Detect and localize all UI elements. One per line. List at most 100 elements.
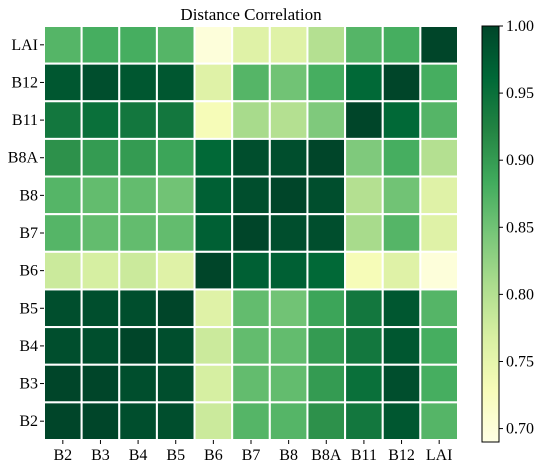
- heatmap-cell-B4-B4: [118, 326, 158, 366]
- heatmap-cell-B12-B8A: [306, 62, 347, 103]
- y-tick-label: B3: [19, 376, 38, 393]
- heatmap-cell-LAI-B6: [193, 25, 234, 65]
- y-tick-label: B8A: [8, 150, 39, 167]
- heatmap-cell-B12-B7: [231, 62, 271, 103]
- y-tick-label: B11: [12, 112, 38, 129]
- heatmap-cell-B4-B6: [193, 326, 234, 366]
- heatmap-cell-B8A-LAI: [419, 137, 460, 178]
- heatmap-cell-LAI-B2: [43, 25, 83, 65]
- heatmap-cell-B6-B4: [118, 250, 158, 291]
- heatmap-cell-B8-B2: [43, 175, 83, 216]
- colorbar: 0.70 0.75 0.80 0.85 0.90 0.95 1.00: [481, 18, 534, 443]
- heatmap-cell-B4-B7: [231, 326, 271, 366]
- x-tick-label: B4: [129, 447, 148, 464]
- colorbar-tick-label: 0.80: [506, 286, 534, 303]
- y-tick-label: B2: [19, 413, 38, 430]
- heatmap-cell-LAI-B3: [80, 25, 121, 65]
- x-tick-label: LAI: [426, 447, 453, 464]
- heatmap-cell-B5-B8: [268, 288, 309, 329]
- heatmap-cell-B2-B12: [381, 401, 422, 442]
- heatmap-cell-B5-B6: [193, 288, 234, 329]
- y-axis-ticks: LAI B12 B11 B8A B8 B7 B6 B5 B4 B3 B2: [8, 37, 44, 430]
- heatmap-cell-B11-B8A: [306, 100, 347, 140]
- heatmap-cell-B7-B6: [193, 213, 234, 253]
- heatmap-cell-B5-B2: [43, 288, 83, 329]
- heatmap-cell-B6-B5: [155, 250, 196, 291]
- heatmap-cell-B2-B3: [80, 401, 121, 442]
- heatmap-cell-B8A-B8A: [306, 137, 347, 178]
- heatmap-cells: [43, 25, 460, 442]
- heatmap-cell-B7-B5: [155, 213, 196, 253]
- heatmap-cell-B3-B6: [193, 363, 234, 404]
- heatmap-cell-B6-B8A: [306, 250, 347, 291]
- heatmap-cell-B8A-B12: [381, 137, 422, 178]
- heatmap-cell-B8-B8: [268, 175, 309, 216]
- heatmap-cell-B8-LAI: [419, 175, 460, 216]
- y-tick-label: B7: [19, 225, 38, 242]
- colorbar-gradient: [481, 25, 500, 443]
- heatmap-cell-B4-B3: [80, 326, 121, 366]
- heatmap-cell-B6-B2: [43, 250, 83, 291]
- heatmap-cell-B4-B8A: [306, 326, 347, 366]
- heatmap-cell-B2-B7: [231, 401, 271, 442]
- colorbar-tick-label: 0.85: [506, 219, 534, 236]
- heatmap-cell-LAI-B7: [231, 25, 271, 65]
- colorbar-tick-label: 0.90: [506, 152, 534, 169]
- heatmap-cell-B11-B7: [231, 100, 271, 140]
- x-tick-label: B8: [279, 447, 298, 464]
- heatmap-cell-B8-B5: [155, 175, 196, 216]
- heatmap-cell-B2-B11: [344, 401, 384, 442]
- heatmap-cell-B8-B11: [344, 175, 384, 216]
- heatmap-cell-B12-B3: [80, 62, 121, 103]
- x-tick-label: B8A: [311, 447, 342, 464]
- heatmap-cell-B7-B8A: [306, 213, 347, 253]
- heatmap-cell-B5-B7: [231, 288, 271, 329]
- chart-title: Distance Correlation: [180, 5, 322, 24]
- heatmap-cell-B11-B11: [344, 100, 384, 140]
- heatmap-cell-B6-B12: [381, 250, 422, 291]
- heatmap-cell-B6-B11: [344, 250, 384, 291]
- heatmap-cell-B6-B3: [80, 250, 121, 291]
- heatmap-cell-B2-B4: [118, 401, 158, 442]
- colorbar-tick-label: 0.70: [506, 421, 534, 438]
- heatmap-cell-B3-B8A: [306, 363, 347, 404]
- heatmap-cell-B7-B12: [381, 213, 422, 253]
- heatmap-cell-B6-LAI: [419, 250, 460, 291]
- heatmap-cell-B8-B4: [118, 175, 158, 216]
- heatmap-cell-B11-B4: [118, 100, 158, 140]
- heatmap-cell-B2-B8: [268, 401, 309, 442]
- x-tick-label: B5: [166, 447, 185, 464]
- heatmap-cell-B7-B3: [80, 213, 121, 253]
- x-tick-label: B7: [242, 447, 261, 464]
- heatmap-cell-B5-B11: [344, 288, 384, 329]
- heatmap-cell-B8A-B4: [118, 137, 158, 178]
- heatmap-cell-B5-B3: [80, 288, 121, 329]
- heatmap-cell-B7-B11: [344, 213, 384, 253]
- heatmap-cell-B5-B8A: [306, 288, 347, 329]
- heatmap-cell-B2-B5: [155, 401, 196, 442]
- heatmap-cell-B11-LAI: [419, 100, 460, 140]
- y-tick-label: B12: [11, 74, 38, 91]
- heatmap-cell-B8A-B3: [80, 137, 121, 178]
- heatmap-cell-B3-B11: [344, 363, 384, 404]
- y-tick-label: B5: [19, 300, 38, 317]
- heatmap-cell-B5-B5: [155, 288, 196, 329]
- heatmap-cell-B8A-B7: [231, 137, 271, 178]
- heatmap-cell-B8-B6: [193, 175, 234, 216]
- heatmap-cell-B3-LAI: [419, 363, 460, 404]
- heatmap-cell-B8A-B11: [344, 137, 384, 178]
- heatmap-cell-B12-B8: [268, 62, 309, 103]
- x-tick-label: B12: [388, 447, 415, 464]
- x-tick-label: B11: [351, 447, 377, 464]
- heatmap-cell-B12-B6: [193, 62, 234, 103]
- heatmap-cell-B2-B6: [193, 401, 234, 442]
- heatmap-cell-LAI-B12: [381, 25, 422, 65]
- heatmap-cell-B11-B6: [193, 100, 234, 140]
- heatmap-cell-B8A-B6: [193, 137, 234, 178]
- heatmap-cell-B12-B2: [43, 62, 83, 103]
- y-tick-label: B6: [19, 263, 38, 280]
- x-tick-label: B6: [204, 447, 223, 464]
- heatmap-cell-LAI-B11: [344, 25, 384, 65]
- heatmap-cell-B5-B12: [381, 288, 422, 329]
